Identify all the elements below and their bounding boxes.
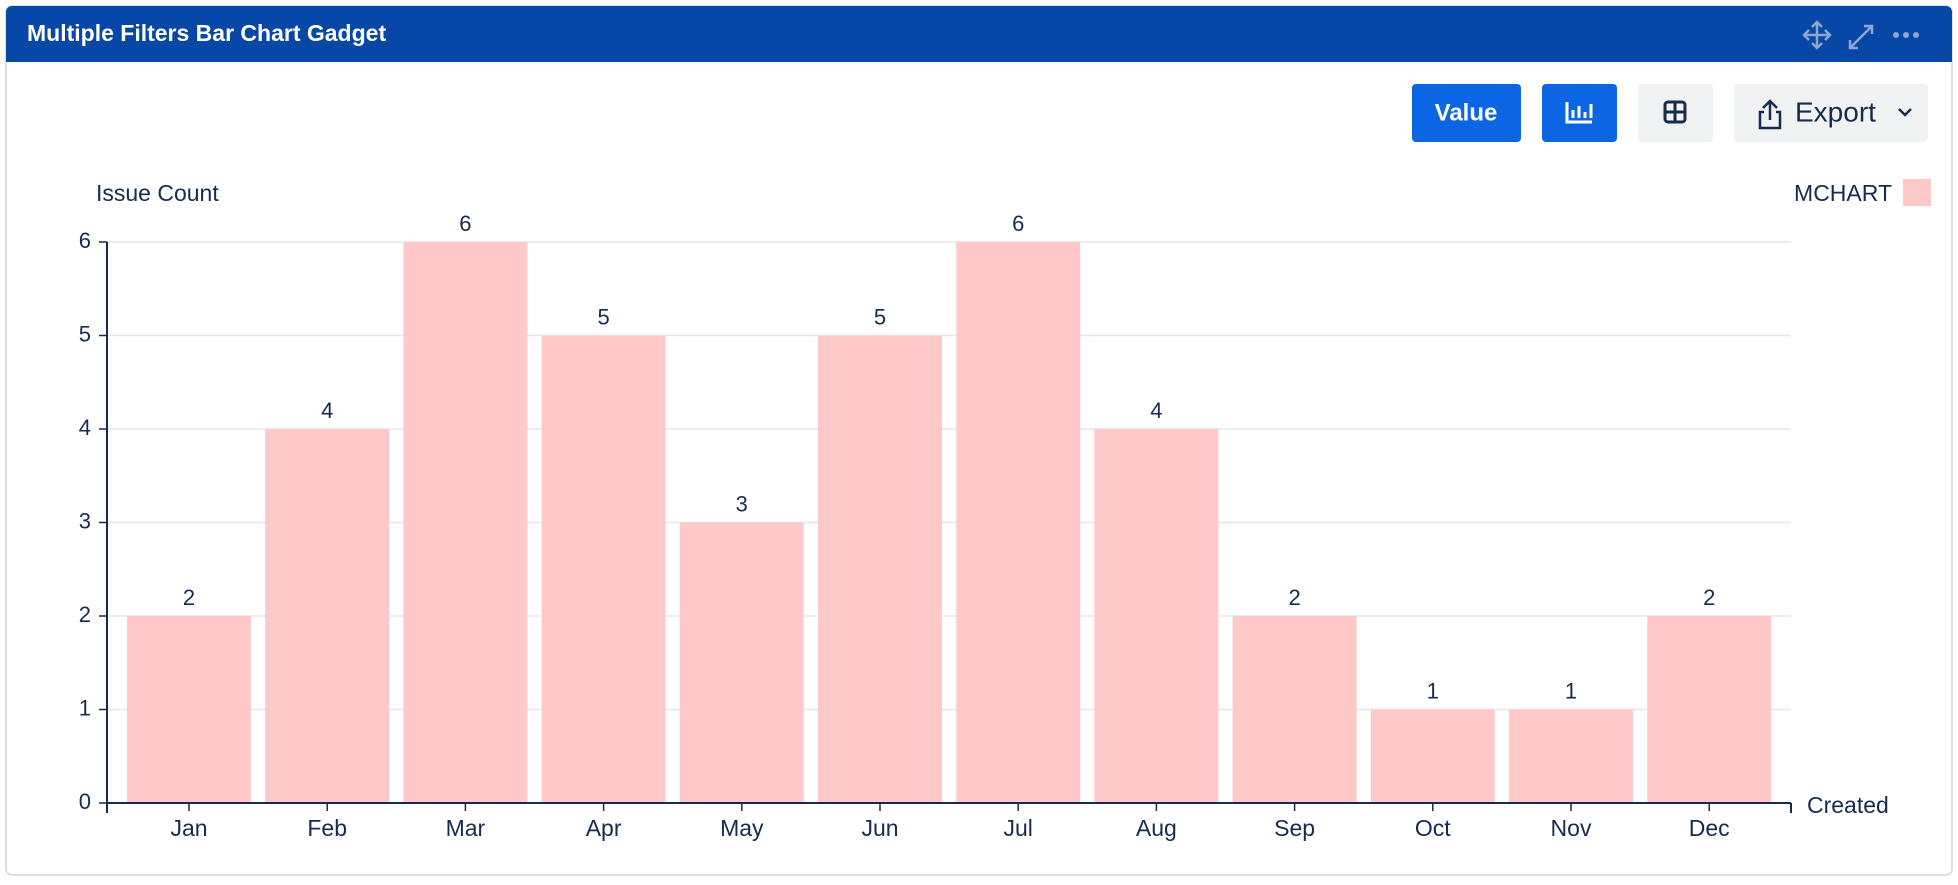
x-tick-label: May: [720, 815, 764, 841]
y-tick-label: 6: [79, 228, 91, 253]
x-tick-label: Aug: [1136, 815, 1177, 841]
bar: [1094, 429, 1219, 803]
x-tick-label: Oct: [1415, 815, 1451, 841]
data-label: 2: [1703, 585, 1715, 610]
x-tick-label: Sep: [1274, 815, 1315, 841]
data-label: 6: [459, 211, 471, 236]
more-icon[interactable]: [1893, 32, 1919, 38]
gadget-title: Multiple Filters Bar Chart Gadget: [27, 20, 386, 46]
data-label: 2: [183, 585, 195, 610]
bar: [679, 522, 804, 803]
value-button-label: Value: [1435, 99, 1498, 126]
x-tick-label: Jun: [861, 815, 898, 841]
data-label: 4: [321, 398, 333, 423]
data-label: 5: [874, 304, 886, 329]
data-label: 4: [1150, 398, 1162, 423]
bar: [403, 242, 528, 803]
data-label: 5: [597, 304, 609, 329]
move-icon[interactable]: [1802, 20, 1832, 50]
y-tick-label: 5: [79, 321, 91, 346]
chart-icon: [1565, 102, 1593, 124]
value-button[interactable]: [1412, 84, 1521, 142]
legend-swatch: [1903, 179, 1931, 206]
data-label: 1: [1565, 678, 1577, 703]
y-tick-label: 2: [79, 602, 91, 627]
export-icon: [1758, 99, 1782, 130]
bar: [1232, 616, 1357, 803]
x-tick-label: Jul: [1003, 815, 1032, 841]
y-tick-label: 0: [79, 789, 91, 814]
bar: [127, 616, 251, 803]
x-tick-label: Feb: [307, 815, 347, 841]
export-button[interactable]: [1734, 84, 1928, 142]
x-tick-label: Nov: [1551, 815, 1592, 841]
data-label: 2: [1288, 585, 1300, 610]
x-tick-label: Mar: [446, 815, 486, 841]
bar: [1370, 709, 1495, 803]
bar: [1647, 616, 1772, 803]
bar: [265, 429, 390, 803]
x-axis-label: Created: [1807, 792, 1889, 818]
expand-icon[interactable]: [1848, 24, 1874, 50]
legend-label: MCHART: [1794, 180, 1892, 206]
y-tick-label: 4: [79, 415, 91, 440]
bar: [818, 335, 942, 803]
bar: [541, 335, 666, 803]
y-tick-label: 1: [79, 695, 91, 720]
bar: [956, 242, 1081, 803]
dropdown-chevron: [1898, 108, 1912, 117]
header-bar: [6, 6, 1952, 62]
x-tick-label: Dec: [1689, 815, 1730, 841]
table-icon: [1663, 100, 1687, 124]
export-button-label: Export: [1795, 96, 1876, 127]
bar: [1509, 709, 1633, 803]
data-label: 1: [1427, 678, 1439, 703]
x-tick-label: Apr: [586, 815, 622, 841]
data-label: 6: [1012, 211, 1024, 236]
y-axis-label: Issue Count: [96, 180, 219, 206]
data-label: 3: [736, 491, 748, 516]
y-tick-label: 3: [79, 508, 91, 533]
x-tick-label: Jan: [170, 815, 207, 841]
